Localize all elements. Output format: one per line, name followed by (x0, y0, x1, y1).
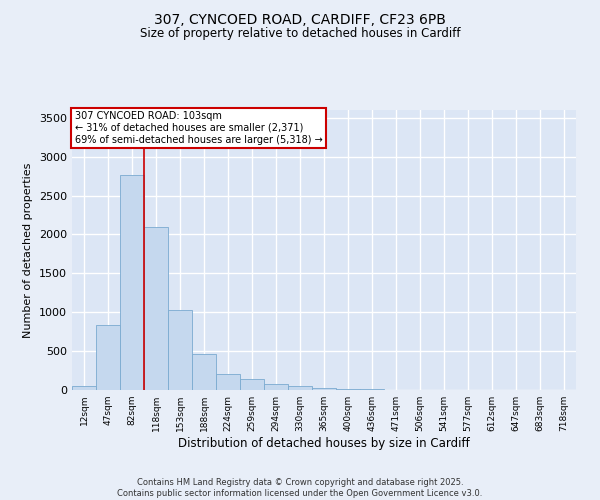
Bar (96, 324, 120, 390)
Text: Contains HM Land Registry data © Crown copyright and database right 2025.
Contai: Contains HM Land Registry data © Crown c… (118, 478, 482, 498)
Bar (144, 226, 168, 390)
Bar (288, 386, 312, 390)
Bar (216, 374, 240, 390)
Text: 307, CYNCOED ROAD, CARDIFF, CF23 6PB: 307, CYNCOED ROAD, CARDIFF, CF23 6PB (154, 12, 446, 26)
Bar (336, 388, 360, 390)
Bar (240, 379, 264, 390)
Bar (168, 310, 192, 390)
Bar (360, 389, 384, 390)
Bar (312, 388, 336, 390)
Bar (264, 384, 288, 390)
Bar (120, 176, 144, 390)
Text: 307 CYNCOED ROAD: 103sqm
← 31% of detached houses are smaller (2,371)
69% of sem: 307 CYNCOED ROAD: 103sqm ← 31% of detach… (74, 112, 322, 144)
Text: Size of property relative to detached houses in Cardiff: Size of property relative to detached ho… (140, 28, 460, 40)
Y-axis label: Number of detached properties: Number of detached properties (23, 162, 34, 338)
Bar (192, 354, 216, 390)
X-axis label: Distribution of detached houses by size in Cardiff: Distribution of detached houses by size … (178, 437, 470, 450)
Bar (72, 386, 96, 390)
